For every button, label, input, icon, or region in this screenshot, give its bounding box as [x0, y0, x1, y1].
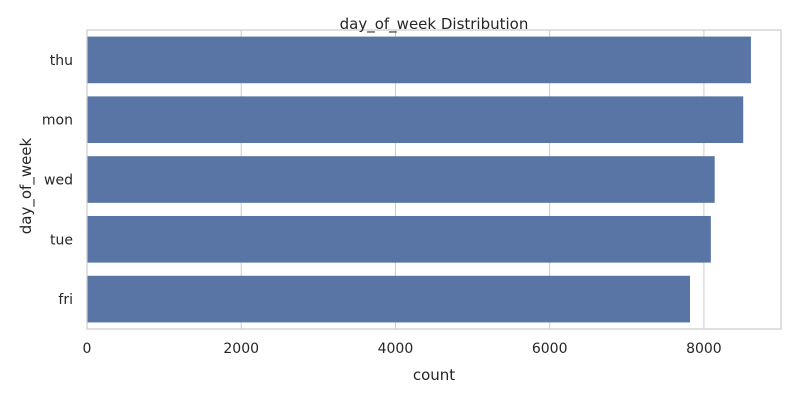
bars — [87, 36, 751, 323]
x-tick-label: 4000 — [378, 341, 414, 357]
y-tick-label-wed: wed — [44, 173, 73, 189]
y-tick-label-tue: tue — [50, 232, 73, 248]
bar-wed — [87, 156, 715, 203]
bar-thu — [87, 36, 751, 84]
x-tick-label: 0 — [83, 341, 92, 357]
x-axis-label: count — [413, 366, 455, 384]
y-tick-label-thu: thu — [50, 53, 73, 69]
bar-mon — [87, 96, 744, 144]
chart-title: day_of_week Distribution — [340, 15, 529, 34]
bar-fri — [87, 275, 691, 323]
y-tick-label-fri: fri — [58, 292, 73, 308]
bar-tue — [87, 215, 711, 263]
y-axis-label: day_of_week — [17, 137, 36, 234]
x-tick-label: 2000 — [223, 341, 259, 357]
x-tick-label: 6000 — [532, 341, 568, 357]
y-tick-label-mon: mon — [42, 113, 73, 129]
x-tick-labels: 0 2000 4000 6000 8000 — [83, 341, 722, 357]
x-tick-label: 8000 — [686, 341, 722, 357]
plot-frame — [86, 29, 782, 330]
y-tick-labels: thu mon wed tue fri — [42, 53, 73, 308]
